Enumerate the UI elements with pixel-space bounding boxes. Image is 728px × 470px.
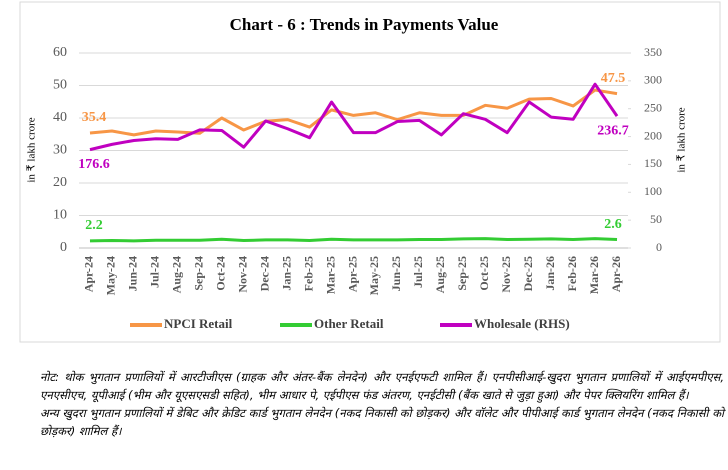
note: नोट: थोक भुगतान प्रणालियों में आरटीजीएस … bbox=[40, 370, 724, 402]
data-label: 2.2 bbox=[85, 218, 103, 233]
y-tick-label: 10 bbox=[53, 208, 67, 223]
chart-title: Chart - 6 : Trends in Payments Value bbox=[230, 15, 499, 34]
x-tick-label: Apr-26 bbox=[609, 256, 623, 292]
series-line bbox=[89, 88, 618, 137]
legend-label: NPCI Retail bbox=[164, 316, 233, 331]
y2-tick-label: 100 bbox=[644, 184, 662, 198]
y2-tick-label: 50 bbox=[650, 212, 662, 226]
y2-tick-label: 200 bbox=[644, 128, 662, 142]
y2-tick-label: 350 bbox=[644, 45, 662, 59]
data-label: 236.7 bbox=[597, 123, 629, 138]
series-line bbox=[89, 237, 618, 243]
x-tick-label: Feb-25 bbox=[301, 256, 315, 291]
x-tick-label: Mar-26 bbox=[587, 256, 601, 294]
data-label: 47.5 bbox=[601, 71, 626, 86]
y-tick-label: 40 bbox=[53, 110, 67, 125]
x-tick-label: May-25 bbox=[367, 256, 381, 295]
x-tick-label: Dec-25 bbox=[521, 256, 535, 291]
data-label: 35.4 bbox=[82, 110, 107, 125]
legend-label: Wholesale (RHS) bbox=[474, 316, 570, 331]
x-tick-label: Dec-24 bbox=[257, 256, 271, 291]
series-line bbox=[89, 82, 619, 152]
notes: नोट: थोक भुगतान प्रणालियों में आरटीजीएस … bbox=[40, 368, 724, 440]
y2-tick-label: 300 bbox=[644, 73, 662, 87]
y-axis-label: in ₹ lakh crore bbox=[26, 117, 38, 182]
x-tick-label: Nov-25 bbox=[499, 256, 513, 293]
x-tick-label: Feb-26 bbox=[565, 256, 579, 291]
y2-tick-label: 150 bbox=[644, 156, 662, 170]
y-tick-label: 60 bbox=[53, 45, 67, 60]
x-tick-label: Jun-25 bbox=[389, 256, 403, 291]
chart-frame bbox=[19, 1, 721, 343]
note: अन्य खुदरा भुगतान प्रणालियों में डेबिट औ… bbox=[40, 406, 724, 438]
data-label: 2.6 bbox=[604, 217, 622, 232]
x-tick-label: Jul-25 bbox=[411, 256, 425, 288]
x-tick-label: Apr-24 bbox=[82, 256, 96, 292]
x-tick-label: Mar-25 bbox=[323, 256, 337, 294]
data-label: 176.6 bbox=[78, 157, 110, 172]
x-tick-label: Aug-25 bbox=[433, 256, 447, 293]
x-tick-label: Oct-24 bbox=[213, 256, 227, 291]
x-tick-label: Aug-24 bbox=[170, 256, 184, 293]
x-tick-label: Sep-24 bbox=[192, 256, 206, 291]
chart: Chart - 6 : Trends in Payments Value in … bbox=[19, 1, 721, 343]
x-tick-label: Sep-25 bbox=[455, 256, 469, 291]
x-tick-label: Jan-26 bbox=[543, 256, 557, 291]
y-tick-label: 50 bbox=[53, 78, 67, 93]
x-tick-label: Jul-24 bbox=[148, 256, 162, 288]
y2-tick-label: 250 bbox=[644, 100, 662, 114]
y2-axis-label: in ₹ lakh crore bbox=[676, 107, 688, 172]
x-tick-label: Oct-25 bbox=[477, 256, 491, 291]
x-tick-label: Jan-25 bbox=[279, 256, 293, 291]
x-tick-label: May-24 bbox=[104, 256, 118, 295]
y2-tick-label: 0 bbox=[656, 240, 662, 254]
legend-label: Other Retail bbox=[314, 316, 384, 331]
y-tick-label: 20 bbox=[53, 175, 67, 190]
x-tick-label: Apr-25 bbox=[345, 256, 359, 292]
x-tick-label: Jun-24 bbox=[126, 256, 140, 291]
y-tick-label: 30 bbox=[53, 143, 67, 158]
x-tick-label: Nov-24 bbox=[235, 256, 249, 293]
y-tick-label: 0 bbox=[60, 240, 67, 255]
